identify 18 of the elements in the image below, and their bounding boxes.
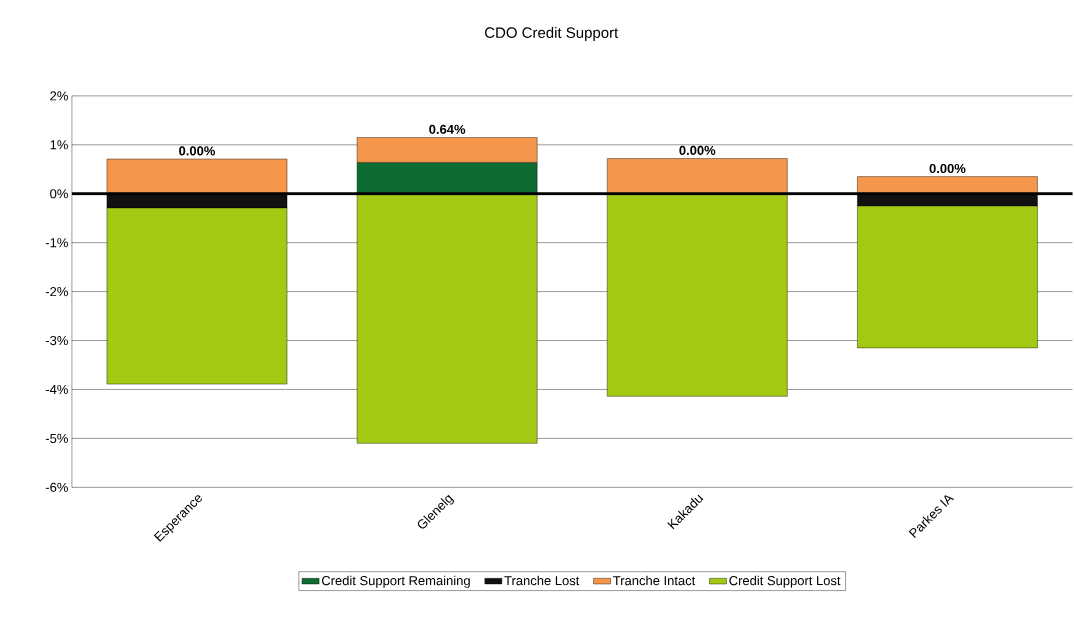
data-label: 0.00% [179, 146, 216, 156]
y-tick-label: 2% [50, 91, 68, 101]
y-tick-label: -3% [45, 335, 68, 346]
data-label: 0.00% [929, 163, 966, 174]
chart-title: CDO Credit Support [485, 26, 619, 41]
y-tick-label: -5% [45, 433, 68, 443]
data-label: 0.64% [429, 124, 466, 134]
y-tick-label: -2% [45, 286, 68, 297]
legend-label: Credit Support Lost [729, 575, 841, 588]
y-tick-label: 1% [50, 140, 68, 150]
y-tick-label: -1% [45, 238, 68, 248]
legend-label: Tranche Lost [504, 575, 580, 586]
legend-label: Tranche Intact [613, 575, 696, 586]
y-tick-label: 0% [50, 189, 68, 199]
data-label: 0.00% [679, 145, 716, 155]
legend-label: Credit Support Remaining [321, 575, 470, 588]
y-tick-label: -6% [45, 482, 68, 492]
y-tick-label: -4% [45, 384, 68, 394]
